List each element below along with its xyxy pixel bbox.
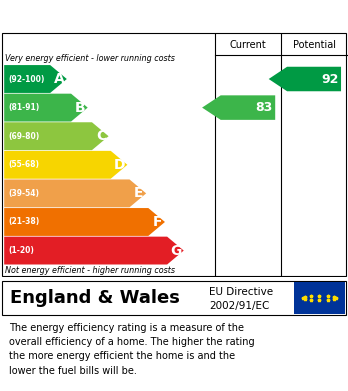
Text: Very energy efficient - lower running costs: Very energy efficient - lower running co… <box>5 54 175 63</box>
Bar <box>294 282 345 314</box>
Text: 92: 92 <box>321 72 338 86</box>
Polygon shape <box>4 151 127 179</box>
Polygon shape <box>4 237 184 264</box>
Text: B: B <box>75 100 86 115</box>
Polygon shape <box>4 65 67 93</box>
Text: 83: 83 <box>255 101 272 114</box>
Polygon shape <box>269 67 341 91</box>
Text: (1-20): (1-20) <box>8 246 34 255</box>
Polygon shape <box>4 94 88 122</box>
Text: Current: Current <box>230 40 266 50</box>
Text: D: D <box>114 158 126 172</box>
Text: E: E <box>134 187 143 200</box>
Text: Potential: Potential <box>293 40 335 50</box>
Text: (55-68): (55-68) <box>8 160 39 169</box>
Text: (69-80): (69-80) <box>8 132 40 141</box>
Polygon shape <box>202 95 275 120</box>
Text: C: C <box>96 129 106 143</box>
Text: F: F <box>153 215 162 229</box>
Text: (39-54): (39-54) <box>8 189 39 198</box>
Text: Not energy efficient - higher running costs: Not energy efficient - higher running co… <box>5 265 175 274</box>
Text: England & Wales: England & Wales <box>10 289 180 307</box>
Text: (81-91): (81-91) <box>8 103 40 112</box>
Text: Energy Efficiency Rating: Energy Efficiency Rating <box>9 7 219 22</box>
Text: A: A <box>54 72 65 86</box>
Polygon shape <box>4 208 165 236</box>
Polygon shape <box>4 179 146 207</box>
Text: G: G <box>171 244 182 258</box>
Text: (92-100): (92-100) <box>8 75 45 84</box>
Polygon shape <box>4 122 109 150</box>
Text: EU Directive: EU Directive <box>209 287 273 297</box>
Text: (21-38): (21-38) <box>8 217 40 226</box>
Text: The energy efficiency rating is a measure of the
overall efficiency of a home. T: The energy efficiency rating is a measur… <box>9 323 254 376</box>
Text: 2002/91/EC: 2002/91/EC <box>209 301 269 310</box>
